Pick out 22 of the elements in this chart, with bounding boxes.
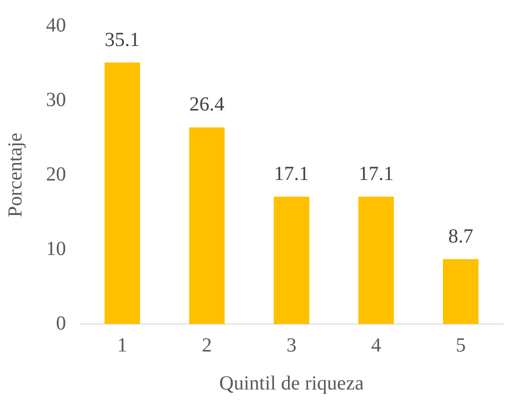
x-axis-title: Quintil de riqueza xyxy=(219,372,364,394)
x-tick-label: 5 xyxy=(456,334,466,356)
y-tick-label: 40 xyxy=(46,14,66,36)
bar xyxy=(358,196,394,324)
x-tick-label: 2 xyxy=(202,334,212,356)
y-tick-label: 10 xyxy=(46,238,66,260)
bar xyxy=(274,196,310,324)
y-tick-label: 30 xyxy=(46,88,66,111)
data-label: 8.7 xyxy=(448,225,474,248)
data-label: 17.1 xyxy=(274,162,309,185)
y-tick-label: 20 xyxy=(46,163,66,186)
bar xyxy=(189,127,225,324)
x-tick-label: 4 xyxy=(371,334,382,356)
data-label: 17.1 xyxy=(358,162,394,185)
data-label: 35.1 xyxy=(104,28,140,51)
bar xyxy=(442,259,478,324)
y-tick-label: 0 xyxy=(56,312,66,334)
bar xyxy=(104,62,140,324)
x-tick-label: 1 xyxy=(117,334,128,356)
x-tick-label: 3 xyxy=(286,334,296,356)
y-axis-title: Porcentaje xyxy=(4,132,26,218)
data-label: 26.4 xyxy=(189,94,224,116)
